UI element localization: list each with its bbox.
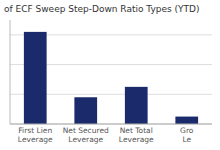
bars xyxy=(24,32,198,124)
x-tick-label: First LienLeverage xyxy=(18,126,53,144)
bar xyxy=(175,117,198,124)
bar xyxy=(24,32,47,124)
y-axis-line xyxy=(10,20,11,124)
x-axis-line xyxy=(10,124,212,125)
x-tick-label: GroLe xyxy=(180,126,194,144)
x-tick-label: Net SecuredLeverage xyxy=(63,126,109,144)
title: of ECF Sweep Step-Down Ratio Types (YTD) xyxy=(4,4,200,14)
bar xyxy=(74,97,97,124)
chart: of ECF Sweep Step-Down Ratio Types (YTD)… xyxy=(0,0,220,150)
x-tick-label: Net TotalLeverage xyxy=(119,126,154,144)
grid-line xyxy=(10,124,212,125)
bar xyxy=(125,87,148,124)
